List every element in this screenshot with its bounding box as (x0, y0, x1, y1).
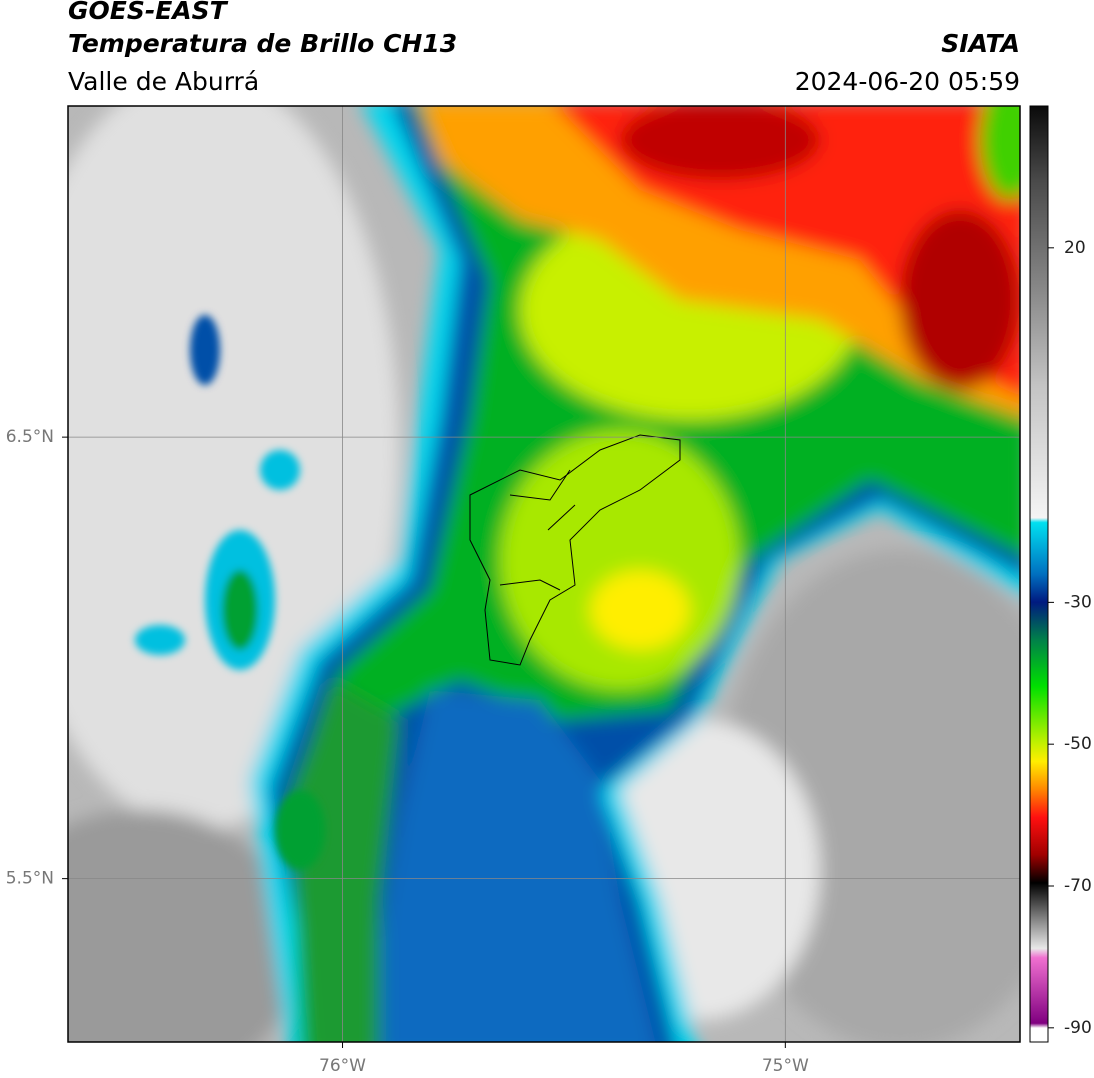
municipal-borders (469, 434, 681, 666)
colorbar-tick-label: -50 (1064, 734, 1092, 754)
satellite-image (68, 106, 1020, 1042)
subtitle: Temperatura de Brillo CH13 (68, 29, 457, 58)
title: GOES-EAST (68, 0, 229, 25)
lat-tick-label: 5.5°N (6, 869, 54, 889)
source: SIATA (941, 29, 1020, 58)
lat-tick-label: 6.5°N (6, 427, 54, 447)
lon-tick-label: 75°W (762, 1056, 809, 1076)
map-frame (67, 105, 1021, 1043)
colorbar-tick-label: -90 (1064, 1018, 1092, 1038)
colorbar-tick-label: 20 (1064, 238, 1086, 258)
region: Valle de Aburrá (68, 67, 259, 96)
timestamp: 2024-06-20 05:59 (795, 67, 1020, 96)
colorbar (1029, 105, 1049, 1043)
lon-tick-label: 76°W (319, 1056, 366, 1076)
colorbar-tick-label: -70 (1064, 876, 1092, 896)
colorbar-tick-label: -30 (1064, 592, 1092, 612)
